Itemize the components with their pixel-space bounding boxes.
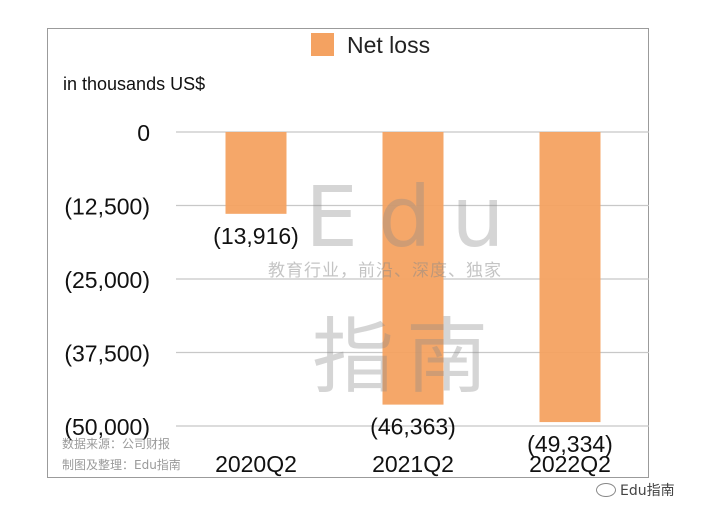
brand-badge: Edu指南 (596, 480, 675, 500)
chart-frame (47, 28, 649, 478)
y-tick-label: (25,000) (64, 267, 150, 293)
wechat-icon (596, 483, 616, 497)
source-note: 数据来源：公司财报 (62, 437, 171, 451)
watermark-zhinan: 指南 (312, 310, 501, 405)
compiled-note: 制图及整理：Edu指南 (62, 458, 181, 472)
data-label: (49,334) (527, 431, 613, 457)
bar (225, 132, 287, 214)
x-tick-label: 2020Q2 (215, 451, 297, 477)
y-tick-label: (50,000) (64, 414, 150, 440)
bar (539, 132, 601, 423)
y-tick-label: 0 (137, 120, 150, 146)
data-label: (46,363) (370, 414, 456, 440)
bar (382, 132, 444, 405)
legend-swatch (311, 33, 334, 56)
watermark-edu: Edu (305, 168, 525, 266)
brand-label: Edu指南 (620, 483, 675, 499)
y-axis-label: in thousands US$ (63, 74, 205, 94)
watermark-slogan: 教育行业，前沿、深度、独家 (268, 261, 502, 281)
legend-label: Net loss (347, 32, 430, 58)
y-tick-label: (37,500) (64, 341, 150, 367)
y-tick-label: (12,500) (64, 194, 150, 220)
x-tick-label: 2021Q2 (372, 451, 454, 477)
x-tick-label: 2022Q2 (529, 451, 611, 477)
data-label: (13,916) (213, 223, 299, 249)
